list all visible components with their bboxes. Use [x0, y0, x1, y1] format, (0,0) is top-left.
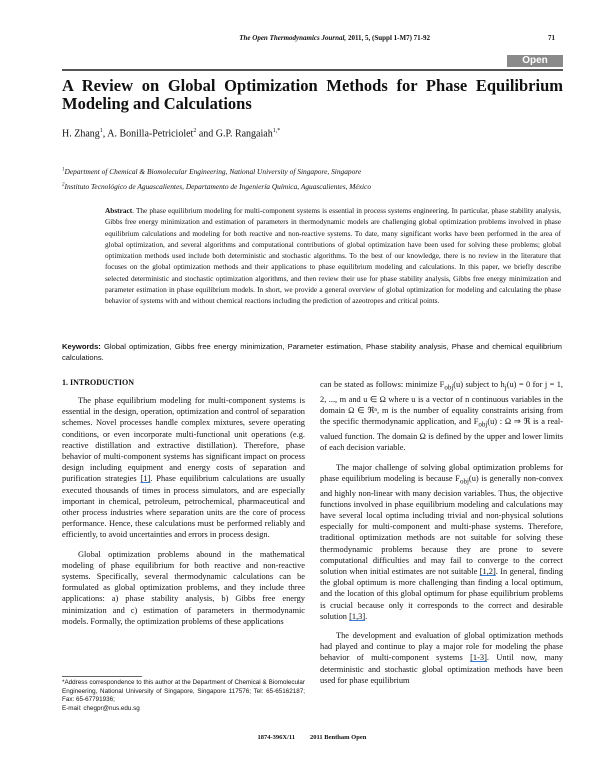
- footnote-email: E-mail: chegpr@nus.edu.sg: [62, 704, 140, 712]
- footnote-rule: [62, 676, 142, 677]
- affiliation: 1Department of Chemical & Biomolecular E…: [62, 167, 361, 176]
- citation-link[interactable]: [1]: [140, 474, 151, 484]
- abstract-text: . The phase equilibrium modeling for mul…: [105, 206, 561, 306]
- page-number: 71: [548, 34, 555, 42]
- abstract: Abstract. The phase equilibrium modeling…: [105, 205, 561, 307]
- text: . Until now, many deterministic and stoc…: [320, 653, 563, 685]
- text: can be stated as follows: minimize F: [320, 380, 445, 389]
- paragraph: The phase equilibrium modeling for multi…: [62, 395, 305, 541]
- text: The major challenge of solving global op…: [320, 462, 563, 483]
- left-column: The phase equilibrium modeling for multi…: [62, 395, 305, 627]
- section-heading: 1. INTRODUCTION: [62, 378, 135, 387]
- text: . Phase equilibrium calculations are usu…: [62, 474, 305, 540]
- subscript: obj: [478, 420, 488, 429]
- subscript: j: [504, 383, 507, 392]
- right-column: can be stated as follows: minimize Fobj(…: [320, 379, 563, 686]
- footnote-text: *Address correspondence to this author a…: [62, 679, 305, 703]
- text: . In general, finding the global optimum…: [320, 567, 564, 621]
- footnote: *Address correspondence to this author a…: [62, 679, 305, 713]
- aff-text: Instituto Tecnológico de Aguascalientes,…: [64, 182, 372, 191]
- abstract-label: Abstract: [105, 206, 133, 215]
- keywords-text: Global optimization, Gibbs free energy m…: [62, 342, 562, 362]
- text: (u) = 0 for j = 1, 2, ..., m and u ∈ Ω w…: [320, 380, 563, 427]
- text: (u) : Ω ⇒ ℜ is a real-valued function. T…: [320, 417, 564, 453]
- aff-sup: 2: [62, 182, 65, 188]
- journal-citation: The Open Thermodynamics Journal, 2011, 5…: [0, 34, 430, 42]
- journal-name: The Open Thermodynamics Journal,: [239, 34, 347, 42]
- author-list: H. Zhang1, A. Bonilla-Petriciolet2 and G…: [62, 128, 280, 139]
- text: The phase equilibrium modeling for multi…: [62, 396, 305, 484]
- author: , A. Bonilla-Petriciolet: [102, 128, 194, 140]
- keywords: Keywords: Global optimization, Gibbs fre…: [62, 341, 562, 363]
- paper-title: A Review on Global Optimization Methods …: [62, 76, 563, 113]
- author-sup: 1,*: [272, 128, 281, 134]
- paragraph: Global optimization problems abound in t…: [62, 549, 305, 626]
- aff-sup: 1: [62, 167, 65, 173]
- affiliation: 2Instituto Tecnológico de Aguascalientes…: [62, 182, 371, 191]
- open-access-badge: Open Access: [507, 55, 563, 78]
- citation-link[interactable]: [1,3]: [349, 611, 366, 621]
- citation-link[interactable]: [1,2]: [479, 567, 496, 577]
- text: (u) subject to h: [453, 380, 505, 389]
- text: The development and evaluation of global…: [320, 631, 563, 663]
- aff-text: Department of Chemical & Biomolecular En…: [64, 167, 362, 176]
- publisher: 2011 Bentham Open: [310, 734, 367, 741]
- text: (u) is generally non-convex and highly n…: [320, 473, 564, 577]
- author-sup: 1: [99, 128, 103, 134]
- subscript: obj: [459, 477, 469, 486]
- subscript: obj: [444, 383, 454, 392]
- author-sup: 2: [193, 128, 197, 134]
- issn: 1874-396X/11: [257, 734, 295, 741]
- journal-volume: 2011, 5, (Suppl 1-M7) 71-92: [347, 34, 430, 42]
- keywords-label: Keywords:: [62, 342, 101, 351]
- header-rule: [62, 69, 563, 71]
- author: and G.P. Rangaiah: [196, 128, 273, 140]
- citation-link[interactable]: [1-3]: [470, 653, 487, 663]
- paragraph: The major challenge of solving global op…: [320, 462, 564, 621]
- paragraph: The development and evaluation of global…: [320, 630, 563, 686]
- author: H. Zhang: [62, 128, 100, 140]
- paragraph: can be stated as follows: minimize Fobj(…: [320, 379, 563, 454]
